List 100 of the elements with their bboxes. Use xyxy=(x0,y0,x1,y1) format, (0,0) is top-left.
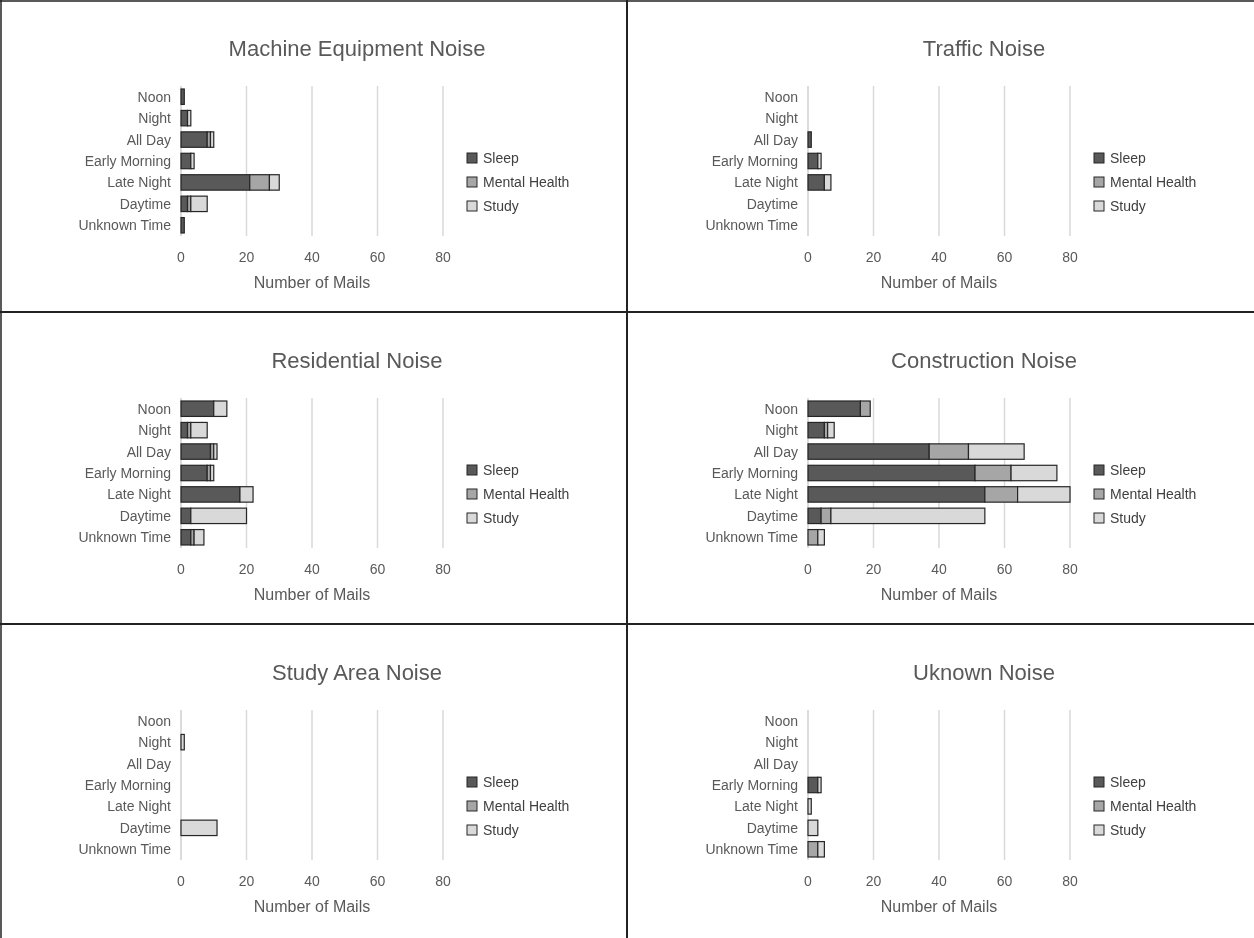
x-tick-label: 0 xyxy=(177,561,186,577)
y-tick-label: Early Morning xyxy=(84,777,171,793)
y-tick-label: Night xyxy=(138,734,172,751)
bar xyxy=(193,528,205,546)
y-tick-label: Unknown Time xyxy=(78,841,172,858)
x-axis-title: Number of Mails xyxy=(880,274,998,291)
y-tick-label: Early Morning xyxy=(84,153,171,169)
y-tick-label: Unknown Time xyxy=(78,217,172,234)
y-tick-label: Noon xyxy=(764,400,798,417)
x-tick-label: 80 xyxy=(435,873,451,889)
x-tick-label: 60 xyxy=(996,873,1013,889)
chart-title: Study Area Noise xyxy=(272,660,442,685)
y-tick-label: All Day xyxy=(126,131,171,148)
y-tick-label: All Day xyxy=(753,131,798,148)
bar xyxy=(180,528,192,546)
chart-title: Residential Noise xyxy=(271,348,443,373)
x-tick-label: 60 xyxy=(996,561,1013,577)
x-tick-label: 20 xyxy=(865,561,882,577)
bar xyxy=(180,216,185,234)
legend-label: Mental Health xyxy=(1110,798,1197,814)
x-axis-title: Number of Mails xyxy=(253,586,371,603)
x-tick-label: 40 xyxy=(931,561,947,577)
bar xyxy=(180,109,189,127)
x-tick-label: 0 xyxy=(804,873,813,889)
chart-title: Traffic Noise xyxy=(922,36,1046,61)
bar xyxy=(827,421,835,439)
legend-label: Sleep xyxy=(483,774,520,790)
y-tick-label: Daytime xyxy=(746,819,799,836)
bar xyxy=(213,443,218,460)
y-tick-label: All Day xyxy=(753,443,798,460)
bar xyxy=(807,131,812,148)
legend-label: Study xyxy=(1110,198,1146,214)
y-tick-label: All Day xyxy=(126,755,171,772)
x-axis-title: Number of Mails xyxy=(253,898,371,915)
chart-title: Machine Equipment Noise xyxy=(228,36,486,61)
y-tick-label: Late Night xyxy=(734,174,799,191)
y-tick-label: Noon xyxy=(137,88,171,105)
y-tick-label: Unknown Time xyxy=(705,841,799,858)
legend-label: Study xyxy=(483,198,519,214)
bar xyxy=(180,131,208,148)
x-tick-label: 60 xyxy=(369,249,386,265)
x-tick-label: 80 xyxy=(1062,873,1078,889)
x-tick-label: 40 xyxy=(931,873,947,889)
legend-label: Sleep xyxy=(1110,462,1147,478)
legend-label: Mental Health xyxy=(483,174,570,190)
y-tick-label: Noon xyxy=(764,712,798,729)
y-tick-label: Night xyxy=(765,110,799,127)
y-tick-label: All Day xyxy=(126,443,171,460)
x-axis-title: Number of Mails xyxy=(880,898,998,915)
bar xyxy=(180,88,185,106)
x-tick-label: 40 xyxy=(304,873,320,889)
chart-title: Construction Noise xyxy=(891,348,1077,373)
y-tick-label: Late Night xyxy=(107,486,172,503)
y-tick-label: Unknown Time xyxy=(705,529,799,546)
legend-label: Mental Health xyxy=(483,486,570,502)
x-tick-label: 40 xyxy=(304,561,320,577)
y-tick-label: Late Night xyxy=(734,486,799,503)
x-tick-label: 0 xyxy=(804,249,813,265)
y-tick-label: Unknown Time xyxy=(705,217,799,234)
y-tick-label: Daytime xyxy=(119,195,172,212)
x-tick-label: 0 xyxy=(804,561,813,577)
x-tick-label: 20 xyxy=(865,249,882,265)
x-tick-label: 40 xyxy=(304,249,320,265)
y-tick-label: Early Morning xyxy=(711,777,798,793)
x-tick-label: 20 xyxy=(238,873,255,889)
y-tick-label: Night xyxy=(138,422,172,439)
legend-label: Study xyxy=(1110,822,1146,838)
x-tick-label: 80 xyxy=(1062,249,1078,265)
bar xyxy=(180,443,212,460)
x-tick-label: 40 xyxy=(931,249,947,265)
y-tick-label: Early Morning xyxy=(84,465,171,481)
bar xyxy=(180,464,208,482)
legend-label: Study xyxy=(483,822,519,838)
y-tick-label: Late Night xyxy=(734,798,799,815)
y-tick-label: Late Night xyxy=(107,798,172,815)
legend-label: Sleep xyxy=(1110,150,1147,166)
x-tick-label: 80 xyxy=(1062,561,1078,577)
y-tick-label: Daytime xyxy=(119,507,172,524)
y-tick-label: Night xyxy=(138,110,172,127)
legend-label: Mental Health xyxy=(1110,174,1197,190)
bar xyxy=(190,421,208,439)
x-tick-label: 20 xyxy=(238,561,255,577)
x-tick-label: 60 xyxy=(996,249,1013,265)
y-tick-label: Early Morning xyxy=(711,465,798,481)
y-tick-label: Noon xyxy=(764,88,798,105)
y-tick-label: Night xyxy=(765,734,799,751)
chart-title: Uknown Noise xyxy=(913,660,1055,685)
y-tick-label: All Day xyxy=(753,755,798,772)
y-tick-label: Daytime xyxy=(119,819,172,836)
x-tick-label: 80 xyxy=(435,561,451,577)
bar xyxy=(180,195,189,213)
x-tick-label: 60 xyxy=(369,561,386,577)
y-tick-label: Early Morning xyxy=(711,153,798,169)
y-tick-label: Night xyxy=(765,422,799,439)
y-tick-label: Unknown Time xyxy=(78,529,172,546)
bar xyxy=(190,195,208,213)
y-tick-label: Noon xyxy=(137,400,171,417)
bar xyxy=(807,421,825,439)
y-tick-label: Daytime xyxy=(746,507,799,524)
legend-label: Study xyxy=(1110,510,1146,526)
